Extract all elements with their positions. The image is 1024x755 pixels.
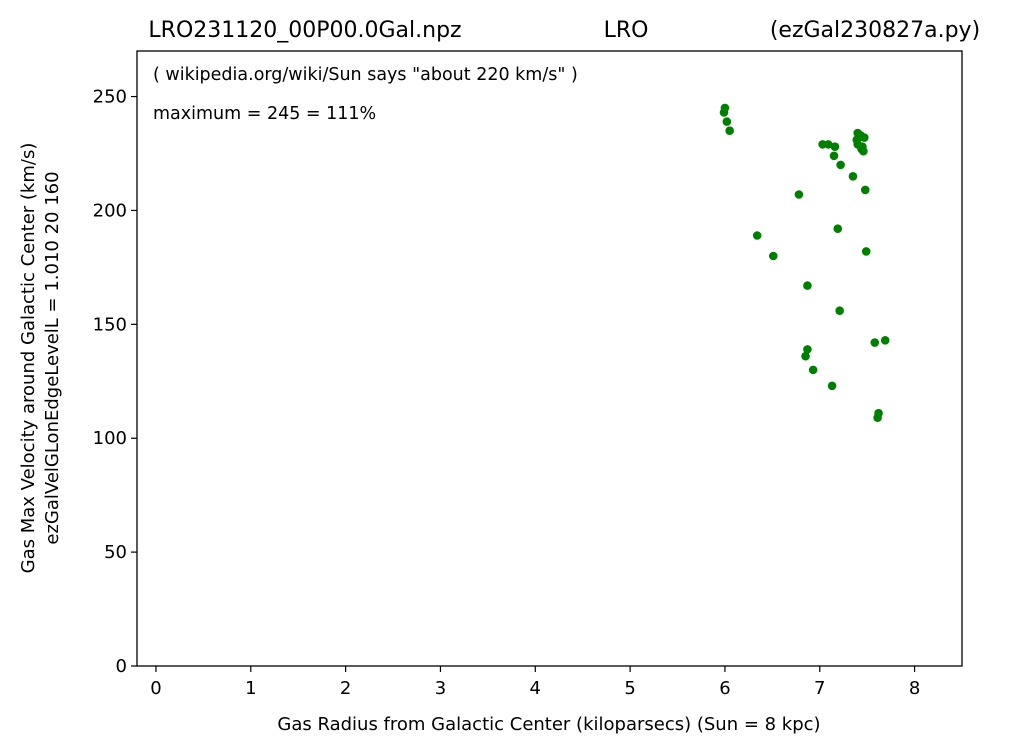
data-point	[860, 133, 869, 142]
data-point	[823, 140, 833, 149]
x-tick-label: 8	[909, 678, 920, 699]
x-axis-label: Gas Radius from Galactic Center (kilopar…	[277, 714, 820, 735]
data-point	[720, 103, 730, 113]
data-point	[870, 338, 880, 347]
annotation-wikipedia: ( wikipedia.org/wiki/Sun says "about 220…	[153, 65, 578, 85]
x-tick-label: 0	[150, 678, 161, 699]
chart-title-right: (ezGal230827a.py)	[770, 18, 980, 43]
data-point	[835, 306, 844, 315]
data-point	[808, 365, 818, 375]
data-point	[794, 190, 804, 199]
data-point	[830, 142, 840, 151]
y-tick-label: 200	[93, 200, 127, 221]
plot-area	[136, 50, 963, 667]
plot-frame	[136, 50, 963, 667]
data-point	[833, 224, 843, 233]
y-tick-label: 50	[104, 542, 127, 563]
y-axis-ticks: 0 50 100 150 200 250	[93, 87, 137, 677]
x-tick-label: 1	[245, 678, 256, 699]
data-point	[752, 231, 762, 240]
data-point	[836, 160, 845, 170]
x-tick-label: 5	[624, 678, 635, 699]
chart-title-left: LRO231120_00P00.0Gal.npz	[148, 18, 461, 43]
data-point	[801, 351, 810, 361]
data-point	[880, 335, 890, 345]
y-tick-label: 100	[93, 428, 127, 449]
data-point	[829, 151, 839, 161]
y-tick-label: 150	[93, 314, 127, 335]
data-point	[768, 251, 778, 261]
data-point	[803, 345, 812, 354]
data-point	[860, 185, 870, 195]
data-point	[827, 381, 837, 391]
data-point	[861, 247, 871, 256]
data-point	[874, 408, 883, 418]
x-tick-label: 3	[435, 678, 446, 699]
y-tick-label: 250	[93, 87, 127, 108]
y-axis-label-line1: Gas Max Velocity around Galactic Center …	[18, 143, 39, 574]
chart-title-center: LRO	[604, 18, 649, 43]
x-tick-label: 7	[814, 678, 825, 699]
data-point	[725, 126, 734, 136]
data-points	[719, 103, 890, 423]
x-tick-label: 2	[340, 678, 351, 699]
x-tick-label: 6	[719, 678, 730, 699]
data-point	[848, 171, 858, 181]
annotation-maximum: maximum = 245 = 111%	[153, 104, 376, 124]
y-tick-label: 0	[116, 656, 127, 677]
x-axis-ticks: 0 1 2 3 4 5 6 7 8	[150, 666, 920, 699]
data-point	[722, 117, 732, 126]
x-tick-label: 4	[530, 678, 541, 699]
data-point	[859, 146, 868, 156]
data-point	[803, 281, 812, 290]
y-axis-label-line2: ezGalVelGLonEdgeLevelL = 1.010 20 160	[42, 171, 63, 544]
